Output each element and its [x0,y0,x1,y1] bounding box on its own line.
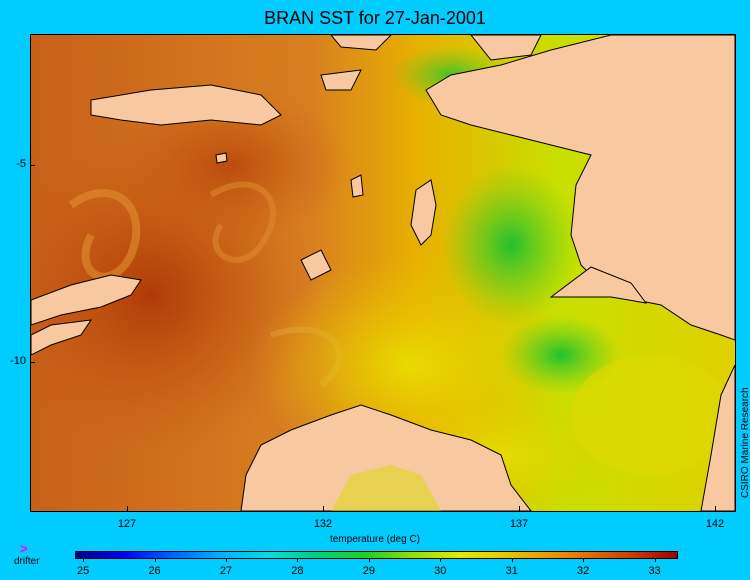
y-tick-label: -5 [16,158,26,170]
colorbar-tick-label: 30 [434,565,447,577]
x-tick-label: 127 [117,518,137,530]
x-tick-mark [127,506,128,511]
colorbar-tick-label: 26 [148,565,161,577]
x-tick-mark [715,506,716,511]
colorbar-tick-label: 33 [648,565,661,577]
colorbar-tick-mark [583,558,585,562]
x-tick-mark [519,506,520,511]
drifter-marker-icon: > [20,541,28,556]
colorbar-tick-mark [297,558,299,562]
colorbar-tick-mark [511,558,513,562]
colorbar-tick-mark [654,558,656,562]
colorbar-tick-label: 27 [219,565,233,577]
colorbar-tick-mark [83,558,85,562]
colorbar-tick-label: 25 [77,565,90,577]
y-tick-mark [30,362,35,363]
colorbar-tick-mark [226,558,227,562]
colorbar-tick-mark [368,558,370,562]
colorbar-tick-mark [440,558,442,562]
sst-map [30,34,736,512]
sst-map-canvas [31,35,735,511]
drifter-legend-label: drifter [14,556,40,567]
y-tick-label: -10 [10,355,26,367]
x-tick-label: 132 [313,518,333,530]
x-axis-label: temperature (deg C) [329,534,421,545]
colorbar-tick-label: 28 [291,565,304,577]
map-title: BRAN SST for 27-Jan-2001 [264,8,486,28]
y-tick-mark [30,165,35,166]
x-tick-label: 137 [509,518,529,530]
credit-text: CSIRO Marine Research [740,387,750,498]
colorbar-tick-label: 29 [362,565,375,577]
colorbar [75,551,678,559]
colorbar-tick-mark [154,558,156,562]
colorbar-tick-label: 32 [577,565,590,577]
colorbar-tick-label: 31 [505,565,518,577]
x-tick-mark [323,506,324,511]
x-tick-label: 142 [705,518,725,530]
